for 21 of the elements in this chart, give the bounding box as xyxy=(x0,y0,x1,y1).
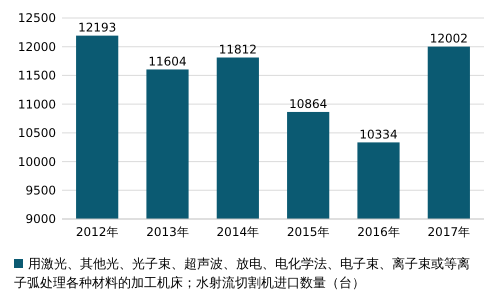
y-tick-label: 9500 xyxy=(25,183,56,198)
x-tick-label: 2015年 xyxy=(286,225,330,239)
y-tick-label: 12000 xyxy=(18,40,56,54)
y-tick-label: 12500 xyxy=(18,11,56,26)
data-label: 11812 xyxy=(218,42,257,57)
data-label: 11604 xyxy=(148,54,187,68)
y-tick-label: 11000 xyxy=(18,97,56,112)
data-label: 12193 xyxy=(78,20,116,35)
data-label: 10864 xyxy=(289,96,328,111)
x-tick-label: 2014年 xyxy=(216,225,260,239)
y-tick-label: 9000 xyxy=(25,212,56,226)
data-label: 10334 xyxy=(359,127,398,142)
x-tick-label: 2017年 xyxy=(428,225,470,239)
y-tick-label: 10000 xyxy=(18,154,56,169)
x-tick-label: 2013年 xyxy=(146,225,189,239)
x-tick-label: 2016年 xyxy=(357,225,400,239)
data-label: 12002 xyxy=(430,32,468,46)
x-tick-label: 2012年 xyxy=(76,225,118,239)
y-tick-label: 11500 xyxy=(18,68,56,83)
y-tick-label: 10500 xyxy=(18,126,56,140)
legend-label: 用激光、其他光、光子束、超声波、放电、电化学法、电子束、离子束或等离子弧处理各种材料的加工机床；水射流切割机进口数量（台） xyxy=(14,256,470,291)
